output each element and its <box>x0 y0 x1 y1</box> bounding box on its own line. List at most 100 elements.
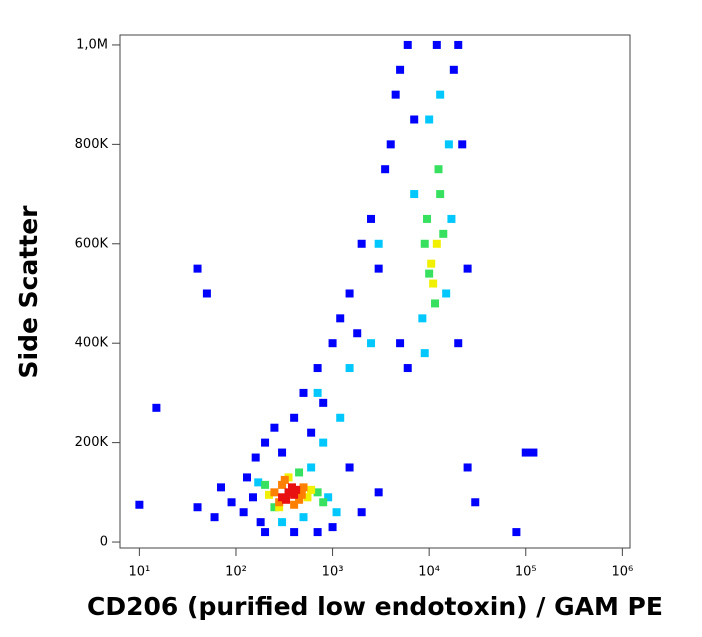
event-point <box>529 448 538 457</box>
event-point <box>239 508 248 517</box>
event-point <box>328 339 337 348</box>
event-point <box>256 518 265 527</box>
event-point <box>403 364 412 373</box>
event-point <box>367 214 376 223</box>
event-point <box>295 495 304 504</box>
event-point <box>303 493 312 502</box>
event-point <box>324 493 333 502</box>
event-point <box>292 485 301 494</box>
x-axis-title: CD206 (purified low endotoxin) / GAM PE <box>87 592 663 621</box>
event-point <box>357 508 366 517</box>
plot-frame <box>119 34 631 549</box>
event-point <box>290 413 299 422</box>
y-axis-title: Side Scatter <box>14 205 43 379</box>
event-point <box>299 513 308 522</box>
event-point <box>242 473 251 482</box>
event-point <box>471 498 480 507</box>
event-point <box>336 314 345 323</box>
event-point <box>193 264 202 273</box>
event-point <box>345 289 354 298</box>
event-point <box>434 165 443 174</box>
event-point <box>290 500 299 509</box>
event-point <box>410 115 419 124</box>
event-point <box>261 528 270 537</box>
event-point <box>345 463 354 472</box>
event-point <box>278 480 287 489</box>
event-point <box>152 403 161 412</box>
y-tick-label: 1,0M <box>76 37 108 52</box>
event-point <box>313 388 322 397</box>
event-point <box>217 483 226 492</box>
x-tick-label: 10² <box>225 565 247 580</box>
event-point <box>381 165 390 174</box>
event-point <box>313 488 322 497</box>
event-point <box>275 503 284 512</box>
event-point <box>431 299 440 308</box>
y-tick-label: 200K <box>75 435 109 450</box>
event-point <box>367 339 376 348</box>
event-point <box>432 239 441 248</box>
event-point <box>436 90 445 99</box>
event-point <box>328 523 337 532</box>
event-point <box>391 90 400 99</box>
event-point <box>458 140 467 149</box>
event-point <box>463 463 472 472</box>
y-tick-label: 0 <box>100 535 108 550</box>
event-point <box>410 190 419 199</box>
event-point <box>447 214 456 223</box>
event-point <box>282 495 291 504</box>
event-point <box>287 483 296 492</box>
event-point <box>420 349 429 358</box>
y-tick-label: 400K <box>75 336 109 351</box>
event-point <box>512 528 521 537</box>
event-point <box>436 190 445 199</box>
event-point <box>275 498 284 507</box>
x-tick-label: 10³ <box>322 565 344 580</box>
event-point <box>454 339 463 348</box>
event-point <box>210 513 219 522</box>
event-point <box>202 289 211 298</box>
event-point <box>265 490 274 499</box>
event-point <box>261 438 270 447</box>
y-tick-label: 800K <box>75 137 109 152</box>
event-point <box>307 463 316 472</box>
event-point <box>427 259 436 268</box>
event-point <box>420 239 429 248</box>
x-tick-label: 10¹ <box>128 565 150 580</box>
event-point <box>429 279 438 288</box>
event-point <box>284 488 293 497</box>
event-point <box>332 508 341 517</box>
x-tick-label: 10⁵ <box>515 565 537 580</box>
event-point <box>418 314 427 323</box>
event-point <box>463 264 472 273</box>
event-point <box>299 483 308 492</box>
event-point <box>319 498 328 507</box>
event-point <box>336 413 345 422</box>
x-tick-label: 10⁶ <box>611 565 633 580</box>
event-point <box>357 239 366 248</box>
event-point <box>307 485 316 494</box>
event-point <box>439 229 448 238</box>
event-point <box>270 488 279 497</box>
event-point <box>227 498 236 507</box>
event-point <box>374 488 383 497</box>
event-point <box>449 65 458 74</box>
event-point <box>442 289 451 298</box>
event-point <box>374 264 383 273</box>
event-point <box>319 438 328 447</box>
event-point <box>278 448 287 457</box>
event-point <box>396 339 405 348</box>
event-point <box>345 364 354 373</box>
y-tick-label: 600K <box>75 236 109 251</box>
event-point <box>444 140 453 149</box>
event-point <box>319 398 328 407</box>
event-point <box>454 40 463 49</box>
event-point <box>280 475 289 484</box>
event-point <box>313 528 322 537</box>
event-point <box>297 490 306 499</box>
event-point <box>423 214 432 223</box>
event-point <box>254 478 263 487</box>
event-point <box>386 140 395 149</box>
event-point <box>251 453 260 462</box>
